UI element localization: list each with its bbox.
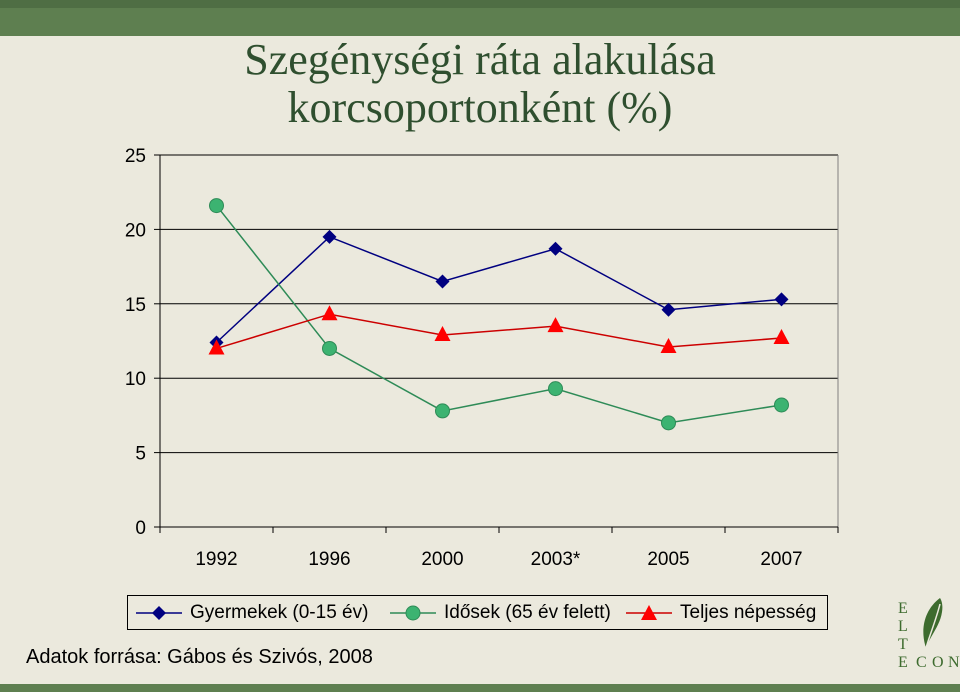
data-point: [774, 397, 789, 413]
logo-letter: T: [898, 636, 908, 653]
y-tick-label: 0: [135, 518, 146, 539]
y-tick-label: 5: [135, 444, 146, 465]
data-source-note: Adatok forrása: Gábos és Szivós, 2008: [26, 646, 373, 668]
x-tick-label: 2007: [760, 549, 802, 570]
leaf-icon: [923, 598, 943, 649]
header-band-dark: [0, 0, 960, 8]
data-point: [774, 292, 789, 307]
series-line: [215, 235, 782, 344]
data-point: [661, 415, 676, 431]
y-tick-label: 10: [125, 369, 146, 390]
data-point: [548, 381, 563, 397]
y-tick-label: 25: [125, 146, 146, 167]
data-point: [435, 274, 450, 289]
data-point: [322, 229, 337, 244]
chart-title-line-1: Szegénységi ráta alakulása: [244, 35, 716, 84]
logo-letter: L: [898, 618, 908, 635]
x-tick-label: 2003*: [531, 549, 581, 570]
chart-legend: Gyermekek (0-15 év) Idősek (65 év felett…: [127, 595, 828, 630]
legend-label-total: Teljes népesség: [680, 601, 817, 623]
data-point: [547, 317, 564, 333]
header-band: [0, 0, 960, 36]
data-point: [661, 302, 676, 317]
diamond-marker-icon: [136, 605, 182, 620]
legend-label-elderly: Idősek (65 év felett): [444, 601, 611, 623]
data-point: [773, 329, 790, 345]
elte-econ-logo: E L T E C O N: [880, 596, 960, 676]
logo-letter: N: [948, 654, 960, 671]
data-point: [321, 305, 338, 321]
x-tick-label: 2000: [421, 549, 463, 570]
data-point: [208, 339, 225, 355]
y-tick-label: 20: [125, 220, 146, 241]
legend-item-children: Gyermekek (0-15 év): [136, 596, 368, 629]
logo-letter: E: [898, 600, 908, 617]
legend-item-elderly: Idősek (65 év felett): [390, 596, 611, 629]
legend-label-children: Gyermekek (0-15 év): [190, 601, 369, 623]
data-point: [322, 340, 337, 356]
line-chart: 0 5 10 15 20 25 1992 1996 2000 2003* 2005 2007: [125, 146, 839, 570]
x-tick-label: 2005: [647, 549, 689, 570]
logo-letter: C: [916, 654, 927, 671]
x-tick-label: 1996: [308, 549, 350, 570]
series-line: [215, 205, 782, 424]
logo-letter: O: [932, 654, 944, 671]
chart-title-line-2: korcsoportonként (%): [287, 83, 673, 132]
legend-item-total: Teljes népesség: [626, 596, 816, 629]
data-point: [548, 241, 563, 256]
y-tick-label: 15: [125, 295, 146, 316]
series-line: [216, 313, 782, 350]
data-point: [660, 337, 677, 353]
chart-title: Szegénységi ráta alakulása korcsoportonk…: [200, 36, 760, 132]
circle-marker-icon: [390, 605, 436, 620]
data-point: [435, 403, 450, 419]
footer-band: [0, 684, 960, 692]
x-tick-label: 1992: [195, 549, 237, 570]
data-point: [434, 326, 451, 342]
logo-letter: E: [898, 654, 908, 671]
data-point: [209, 198, 224, 214]
triangle-marker-icon: [626, 604, 672, 620]
